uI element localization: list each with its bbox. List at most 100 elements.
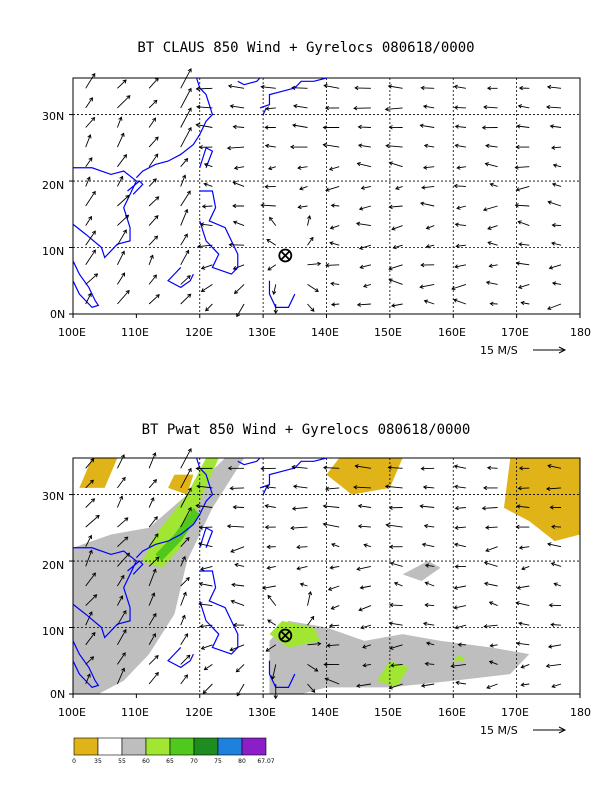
panel2-wind-vector bbox=[180, 591, 187, 606]
panel1-wind-vector bbox=[148, 274, 157, 285]
panel2-wind-vector bbox=[85, 458, 95, 469]
panel2-wind-vector bbox=[423, 523, 435, 529]
panel1-wind-vector bbox=[517, 283, 530, 289]
panel1-coastline-9 bbox=[262, 107, 267, 115]
colorbar-swatch-1 bbox=[97, 737, 123, 756]
panel2-wind-vector bbox=[489, 643, 498, 648]
panel2-gyre-marker-icon bbox=[278, 628, 293, 643]
panel2-wind-vector bbox=[290, 525, 308, 531]
panel1-wind-vector bbox=[356, 302, 371, 307]
panel1-ref-vector-arrow bbox=[533, 346, 567, 354]
panel2-coastline-0 bbox=[72, 547, 138, 639]
panel2-wind-vector bbox=[117, 629, 127, 646]
panel2-wind-vector bbox=[180, 674, 189, 685]
panel1-wind-vector bbox=[226, 145, 245, 151]
panel1-wind-vector bbox=[329, 225, 340, 230]
panel1-coastline-3 bbox=[199, 146, 214, 168]
panel1-wind-vector bbox=[425, 244, 435, 249]
panel2-wind-vector bbox=[516, 641, 530, 646]
panel2-wind-vector bbox=[547, 463, 562, 469]
panel1-coastline-1 bbox=[72, 260, 100, 309]
panel1-wind-vector bbox=[425, 225, 435, 230]
panel1-coastline-10 bbox=[268, 280, 296, 308]
colorbar-swatch-2 bbox=[121, 737, 147, 756]
panel1-wind-vector bbox=[385, 143, 403, 148]
panel2-coastline-6 bbox=[167, 647, 194, 669]
panel2-lon-170: 170E bbox=[501, 706, 529, 719]
panel2-wind-vector bbox=[85, 514, 100, 528]
panel2-wind-vector bbox=[454, 564, 466, 569]
panel2-wind-vector bbox=[486, 465, 498, 470]
panel1-lon-160: 160E bbox=[438, 326, 466, 339]
panel1-wind-vector bbox=[148, 178, 157, 187]
panel2-lon-140: 140E bbox=[311, 706, 339, 719]
panel2-wind-vector bbox=[424, 563, 435, 568]
panel1-wind-vector bbox=[195, 86, 213, 91]
panel1-ticks bbox=[69, 114, 581, 318]
panel2-pwat-region-6 bbox=[377, 660, 409, 688]
panel2-wind-vector bbox=[196, 484, 213, 489]
panel1-wind-vector bbox=[388, 125, 403, 130]
panel1-wind-vector bbox=[420, 201, 435, 207]
panel2-wind-vector bbox=[292, 484, 308, 489]
panel2-wind-vector bbox=[230, 546, 245, 553]
panel2-pwat-region-10 bbox=[326, 458, 403, 495]
panel1-wind-vector bbox=[148, 215, 159, 226]
panel1-wind-vector bbox=[514, 165, 530, 170]
panel2-wind-vector bbox=[264, 503, 276, 509]
panel2-wind-vector bbox=[515, 524, 530, 530]
panel1-lon-180: 180 bbox=[570, 326, 591, 339]
panel2-wind-vector bbox=[230, 599, 245, 607]
panel2-wind-vector bbox=[227, 466, 245, 471]
panel1-wind-vector bbox=[518, 85, 530, 91]
panel1-wind-vector bbox=[180, 275, 191, 285]
panel2-wind-vector bbox=[453, 585, 466, 590]
panel1-wind-vector bbox=[180, 126, 192, 148]
panel2-wind-vector bbox=[454, 505, 466, 511]
panel2-wind-vector bbox=[148, 533, 159, 547]
panel2-wind-vector bbox=[553, 582, 562, 587]
panel2-wind-vector bbox=[198, 525, 213, 530]
panel2-wind-vector bbox=[453, 542, 466, 548]
panel2-coastlines bbox=[72, 457, 327, 689]
panel1-lon-110: 110E bbox=[121, 326, 149, 339]
panel1-wind-vector bbox=[325, 185, 340, 192]
panel2-lat-10: 10N bbox=[42, 625, 65, 638]
panel1-wind-vector bbox=[148, 99, 158, 109]
panel2-wind-vector bbox=[148, 612, 157, 626]
panel2-wind-vector bbox=[546, 486, 562, 491]
panel1-wind-vector bbox=[546, 104, 562, 110]
panel2-wind-vector bbox=[518, 545, 530, 550]
panel2-wind-vector bbox=[234, 562, 245, 568]
panel1-wind-vector bbox=[199, 222, 213, 227]
panel1-wind-vector bbox=[180, 107, 192, 128]
panel2-wind-vector bbox=[198, 542, 213, 548]
panel1-wind-vector bbox=[419, 283, 435, 289]
panel1-wind-vector bbox=[325, 263, 340, 268]
panel2-wind-vector bbox=[267, 594, 277, 606]
panel1-coastline-4 bbox=[127, 180, 144, 195]
panel2-wind-vector bbox=[388, 505, 403, 510]
panel1-wind-vector bbox=[552, 163, 562, 168]
panel2-wind-vector bbox=[322, 504, 340, 509]
panel2-wind-vector bbox=[421, 542, 435, 548]
panel2-wind-vector bbox=[148, 479, 157, 489]
panel2-wind-vectors bbox=[85, 448, 562, 700]
panel2-wind-vector bbox=[85, 498, 96, 508]
panel1-gyre-marker-icon bbox=[278, 248, 293, 263]
colorbar-label-3: 60 bbox=[142, 758, 150, 765]
colorbar-label-5: 70 bbox=[190, 758, 198, 765]
panel1-wind-vector bbox=[482, 205, 498, 212]
panel2-wind-vector bbox=[485, 546, 498, 553]
panel2-wind-vector bbox=[180, 506, 192, 528]
colorbar-swatch-5 bbox=[193, 737, 219, 756]
panel1-coastline-0 bbox=[72, 167, 138, 259]
panel2-wind-vector bbox=[328, 623, 340, 628]
panel2-wind-vector bbox=[488, 660, 498, 665]
panel2-wind-vector bbox=[420, 466, 435, 471]
panel2-wind-vector bbox=[117, 609, 127, 626]
panel2-wind-vector bbox=[354, 464, 371, 469]
panel2-gridlines bbox=[73, 458, 580, 694]
panel1-wind-vector bbox=[85, 273, 99, 285]
